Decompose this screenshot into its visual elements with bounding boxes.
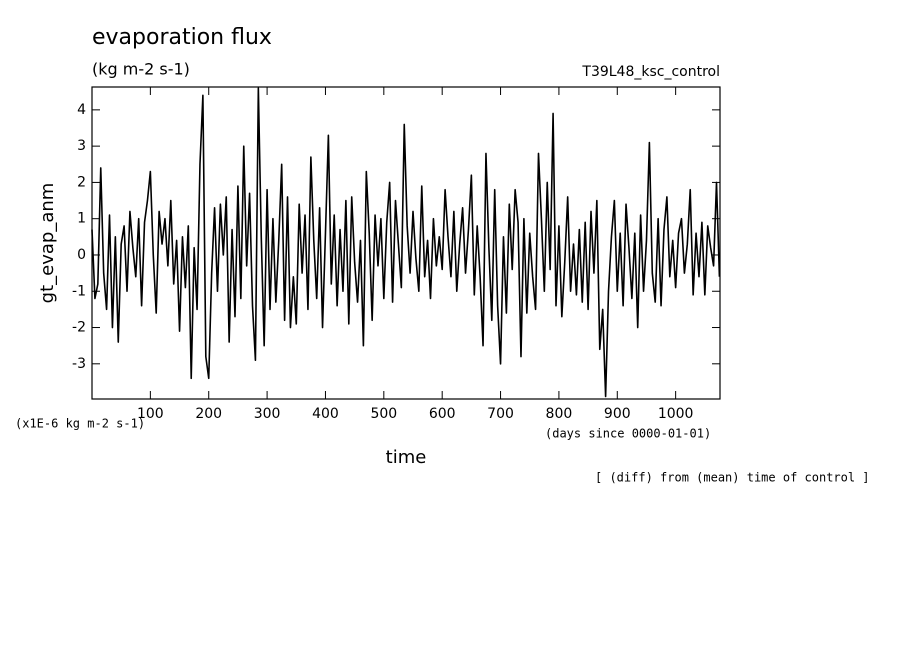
x-tick-label: 500 — [370, 406, 397, 422]
y-tick-label: 3 — [77, 138, 86, 154]
y-tick-label: 0 — [77, 247, 86, 263]
x-tick-label: 700 — [487, 406, 514, 422]
data-line — [91, 87, 721, 398]
y-tick-label: 1 — [77, 211, 86, 227]
x-tick-label: 300 — [254, 406, 281, 422]
plot-frame — [91, 86, 721, 400]
chart-subtitle: (kg m-2 s-1) — [92, 60, 190, 79]
y-tick-label: -1 — [72, 283, 86, 299]
y-axis-label: gt_evap_anm — [37, 183, 58, 304]
x-tick-label: 200 — [195, 406, 222, 422]
run-name: T39L48_ksc_control — [581, 64, 720, 80]
x-tick-label: 1000 — [658, 406, 694, 422]
x-axis-label: time — [386, 447, 427, 468]
y-tick-label: -3 — [72, 356, 86, 372]
y-tick-label: -2 — [72, 320, 86, 336]
x-tick-label: 400 — [312, 406, 339, 422]
x-tick-label: 900 — [604, 406, 631, 422]
x-tick-label: 800 — [546, 406, 573, 422]
x-tick-label: 100 — [137, 406, 164, 422]
y-tick-label: 4 — [77, 102, 86, 118]
x-tick-label: 600 — [429, 406, 456, 422]
y-unit-note: (x1E-6 kg m-2 s-1) — [15, 417, 145, 431]
y-tick-label: 2 — [77, 174, 86, 190]
footnote: [ (diff) from (mean) time of control ] — [595, 471, 870, 485]
x-unit-note: (days since 0000-01-01) — [545, 427, 711, 441]
chart-title: evaporation flux — [92, 25, 272, 50]
